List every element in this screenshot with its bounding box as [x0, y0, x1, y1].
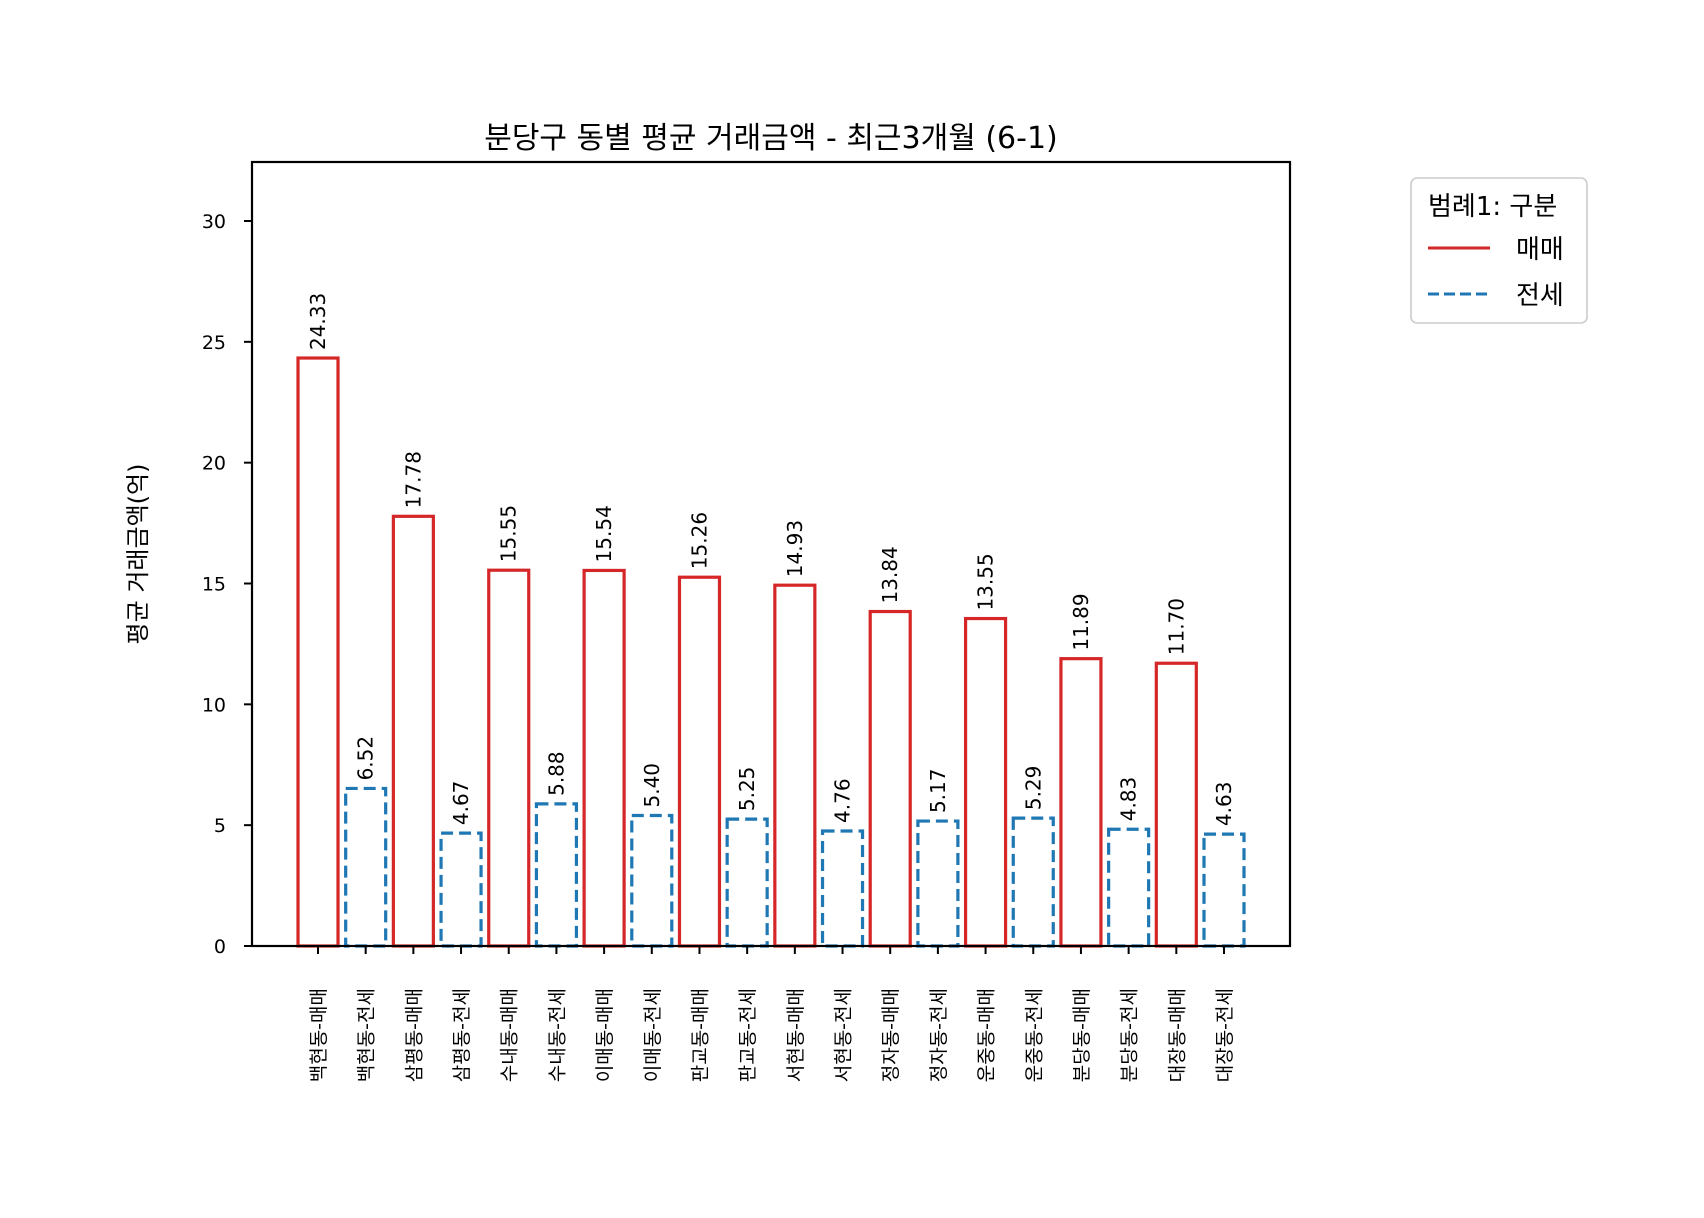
y-tick-label: 5	[214, 815, 226, 837]
bar-jeonse	[630, 813, 674, 948]
bar-sale	[391, 514, 435, 948]
x-tick-label: 서현동-매매	[785, 988, 807, 1082]
x-axis: 백현동-매매 백현동-전세 삼평동-매매 삼평동-전세 수내동-매매 수내동-전세 이매동-…	[308, 946, 1236, 1082]
legend-title: 범례1: 구분	[1428, 192, 1557, 222]
bar-jeonse	[725, 817, 769, 948]
bar-sale	[963, 616, 1008, 948]
value-label: 5.29	[1021, 766, 1045, 811]
x-tick-label: 서현동-전세	[833, 988, 855, 1082]
value-label: 4.83	[1117, 777, 1141, 822]
value-label: 11.70	[1164, 598, 1188, 655]
value-label: 4.67	[449, 781, 473, 826]
value-label: 6.52	[354, 736, 378, 781]
bar-sale	[487, 568, 531, 948]
x-tick-label: 운중동-전세	[1023, 988, 1045, 1082]
x-tick-label: 분당동-전세	[1119, 988, 1141, 1082]
x-tick-label: 정자동-전세	[928, 988, 950, 1082]
value-label: 4.76	[831, 778, 855, 823]
value-label: 24.33	[306, 293, 330, 350]
value-label: 15.55	[497, 505, 521, 562]
value-label: 15.54	[592, 505, 616, 562]
value-label: 13.55	[974, 553, 998, 610]
y-tick-label: 10	[202, 694, 226, 716]
y-tick-label: 15	[202, 574, 226, 596]
bar-sale	[773, 583, 817, 948]
bars-group	[296, 356, 1246, 948]
bar-jeonse	[344, 786, 388, 948]
x-tick-label: 분당동-매매	[1071, 988, 1093, 1082]
value-label: 4.63	[1212, 782, 1236, 827]
x-tick-label: 백현동-전세	[356, 988, 378, 1082]
y-tick-label: 0	[214, 936, 226, 958]
value-label: 11.89	[1069, 593, 1093, 650]
legend-box	[1410, 177, 1588, 324]
bar-sale	[582, 568, 626, 948]
value-label: 5.40	[640, 763, 664, 808]
x-tick-label: 대장동-매매	[1166, 988, 1188, 1082]
bar-sale	[868, 609, 912, 948]
y-axis-label: 평균 거래금액(억)	[124, 464, 152, 645]
x-tick-label: 수내동-전세	[546, 988, 568, 1082]
bar-jeonse	[1107, 827, 1151, 948]
bar-jeonse	[820, 829, 865, 948]
bar-jeonse	[534, 802, 579, 948]
bar-jeonse	[1202, 832, 1246, 948]
y-tick-label: 20	[202, 453, 226, 475]
x-tick-label: 판교동-전세	[737, 988, 759, 1082]
bar-jeonse	[1011, 816, 1055, 948]
bar-jeonse	[439, 831, 483, 948]
legend-label-jeonse: 전세	[1516, 281, 1564, 311]
value-label: 15.26	[687, 512, 711, 569]
x-tick-label: 삼평동-전세	[451, 988, 473, 1082]
x-tick-label: 삼평동-매매	[403, 988, 425, 1082]
value-labels-group: 24.33 6.52 17.78 4.67 15.55 5.88 15.54 5.40 15.2…	[306, 293, 1236, 826]
y-axis: 0 5 10 15 20 25 30	[202, 211, 252, 958]
x-tick-label: 정자동-매매	[880, 988, 902, 1082]
legend-label-sale: 매매	[1516, 235, 1564, 265]
y-tick-label: 25	[202, 332, 226, 354]
legend: 범례1: 구분 매매 전세	[1410, 177, 1588, 324]
x-tick-label: 운중동-매매	[976, 988, 998, 1082]
chart-title: 분당구 동별 평균 거래금액 - 최근3개월 (6-1)	[484, 121, 1058, 156]
bar-jeonse	[916, 819, 960, 948]
x-tick-label: 백현동-매매	[308, 988, 330, 1082]
bar-sale	[1059, 657, 1103, 948]
x-tick-label: 이매동-매매	[594, 988, 616, 1082]
bar-sale	[1154, 661, 1198, 948]
bar-sale	[677, 575, 722, 948]
y-tick-label: 30	[202, 211, 226, 233]
x-tick-label: 대장동-전세	[1214, 988, 1236, 1082]
bar-sale	[296, 356, 340, 948]
x-tick-label: 판교동-매매	[689, 988, 711, 1082]
value-label: 17.78	[401, 451, 425, 508]
x-tick-label: 이매동-전세	[642, 988, 664, 1082]
value-label: 13.84	[878, 546, 902, 603]
x-tick-label: 수내동-매매	[499, 988, 521, 1082]
value-label: 5.25	[735, 767, 759, 812]
value-label: 14.93	[783, 520, 807, 577]
plot-frame	[250, 160, 1292, 948]
value-label: 5.17	[926, 769, 950, 814]
value-label: 5.88	[544, 751, 568, 796]
